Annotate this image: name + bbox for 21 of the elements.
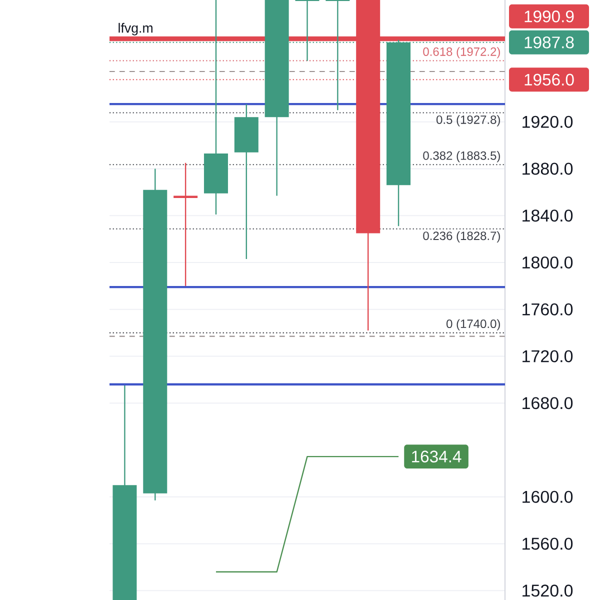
ref-line-label: 1987.8 (524, 36, 574, 48)
annotation: 0.382 (1883.5) (423, 151, 500, 162)
y-tick-label: 1920.0 (522, 116, 573, 128)
y-tick-label: 1520.0 (522, 584, 573, 597)
y-tick-label: 1600.0 (522, 490, 573, 503)
data-label: 1634.4 (412, 450, 462, 462)
y-tick-label: 1880.0 (522, 162, 573, 175)
ref-line-label: 1990.9 (524, 10, 574, 22)
annotation: 0.618 (1972.2) (423, 47, 500, 58)
y-tick-label: 1680.0 (522, 397, 573, 410)
annotation: 0.5 (1927.8) (436, 115, 500, 126)
candlestick (174, 162, 198, 287)
y-tick-label: 1760.0 (522, 303, 573, 316)
y-tick-label: 1840.0 (522, 210, 573, 222)
annotation: lfvg.m (118, 22, 152, 36)
annotation: 0.236 (1828.7) (423, 231, 500, 242)
ref-line-label: 1956.0 (524, 74, 574, 86)
y-tick-label: 1800.0 (522, 256, 573, 269)
annotation: 0 (1740.0) (446, 319, 500, 330)
y-tick-label: 1560.0 (522, 538, 573, 550)
y-tick-label: 1720.0 (522, 350, 573, 362)
